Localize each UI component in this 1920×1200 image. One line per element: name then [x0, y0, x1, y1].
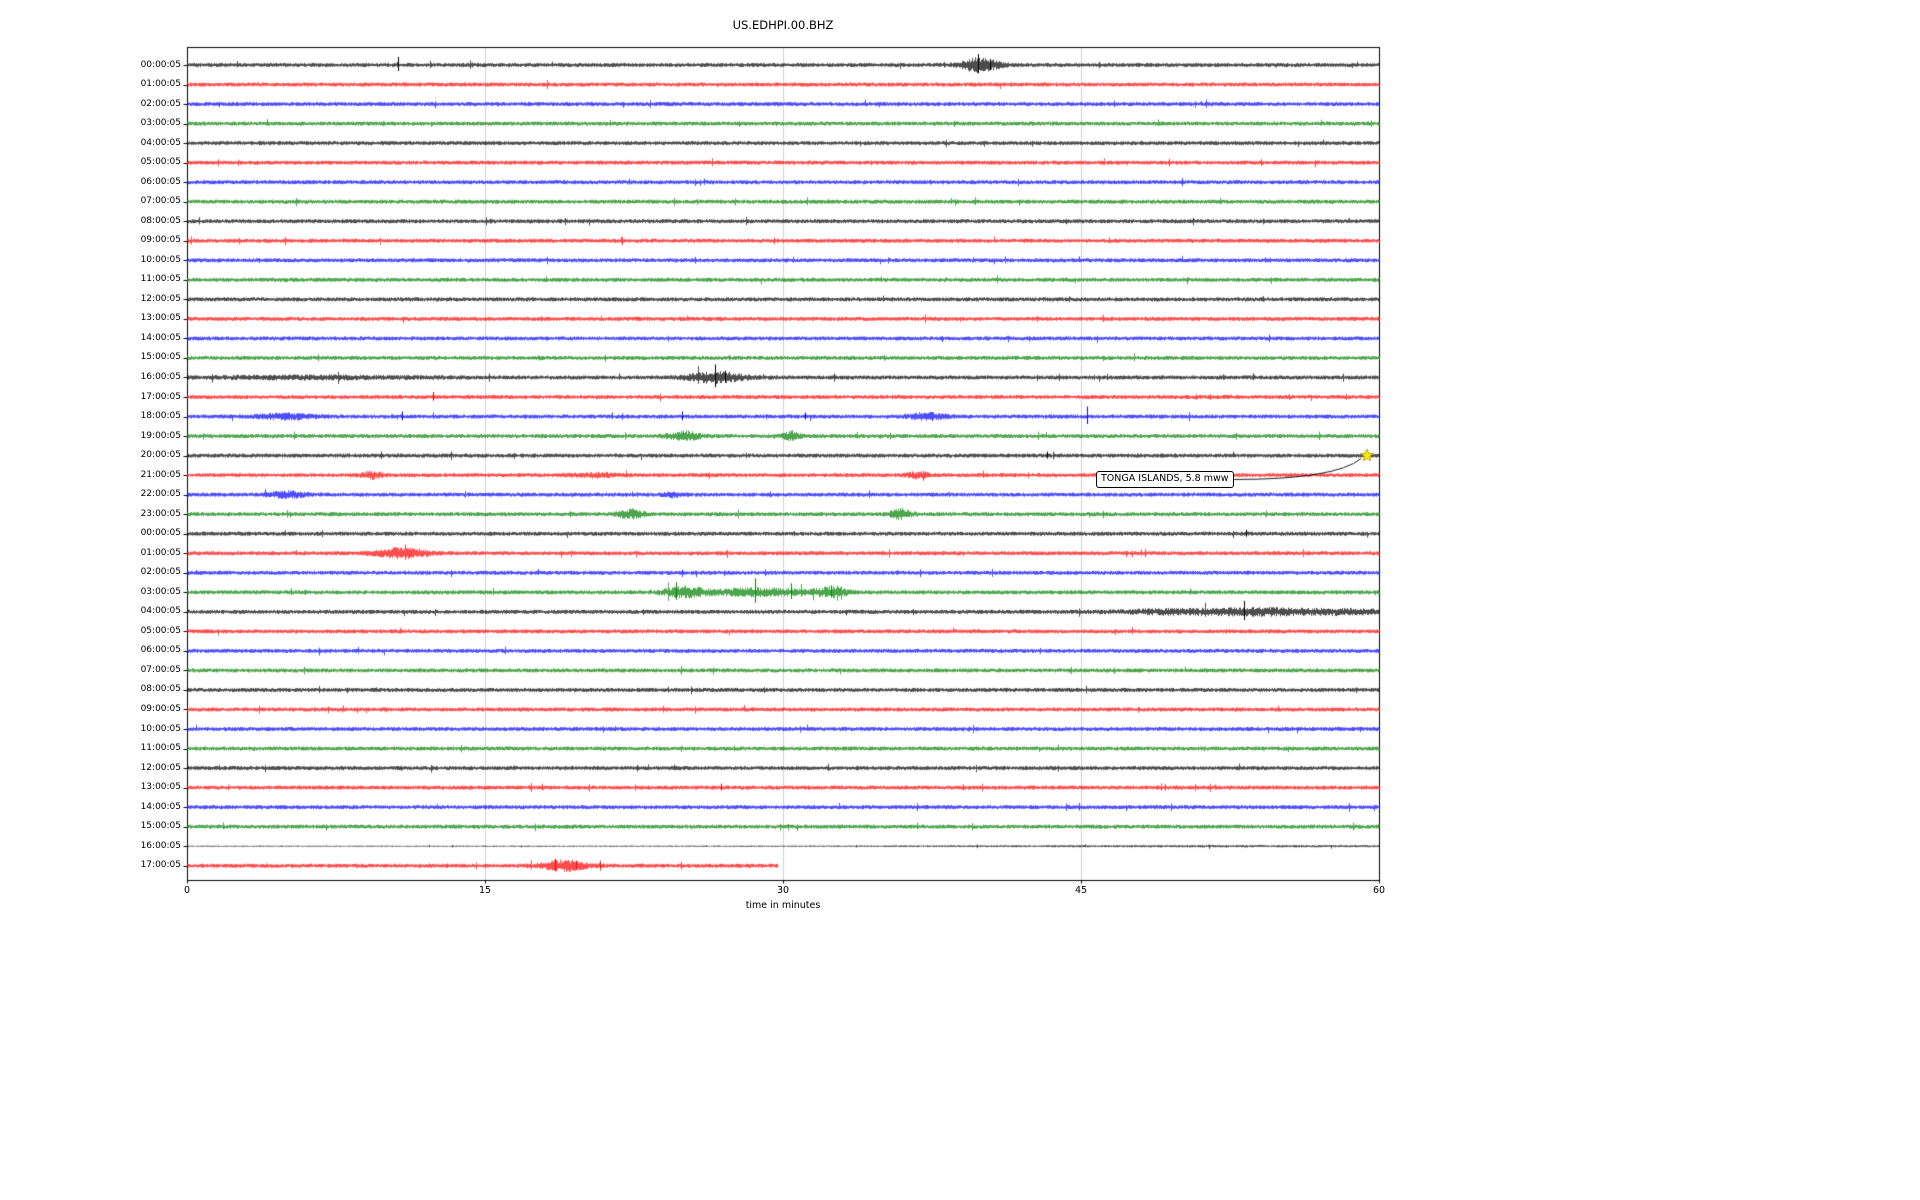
- trace-label: 20:00:05: [140, 450, 181, 461]
- trace-label: 12:00:05: [140, 293, 181, 304]
- trace-label: 01:00:05: [140, 79, 181, 90]
- trace-label: 12:00:05: [140, 762, 181, 773]
- trace-label: 15:00:05: [140, 821, 181, 832]
- trace-label: 14:00:05: [140, 801, 181, 812]
- plot-title: US.EDHPI.00.BHZ: [732, 18, 834, 32]
- trace-label: 00:00:05: [140, 528, 181, 539]
- x-tick-label: 15: [478, 885, 492, 896]
- trace-label: 21:00:05: [140, 469, 181, 480]
- trace-label: 10:00:05: [140, 254, 181, 265]
- trace-label: 17:00:05: [140, 860, 181, 871]
- trace-label: 04:00:05: [140, 606, 181, 617]
- trace-label: 18:00:05: [140, 411, 181, 422]
- trace-label: 06:00:05: [140, 176, 181, 187]
- trace-label: 14:00:05: [140, 332, 181, 343]
- trace-label: 03:00:05: [140, 586, 181, 597]
- trace-label: 09:00:05: [140, 235, 181, 246]
- trace-label: 08:00:05: [140, 215, 181, 226]
- trace-label: 16:00:05: [140, 371, 181, 382]
- trace-label: 11:00:05: [140, 274, 181, 285]
- x-tick-label: 45: [1074, 885, 1088, 896]
- trace-label: 02:00:05: [140, 98, 181, 109]
- trace-label: 08:00:05: [140, 684, 181, 695]
- trace-label: 13:00:05: [140, 782, 181, 793]
- trace-label: 05:00:05: [140, 625, 181, 636]
- trace-label: 02:00:05: [140, 567, 181, 578]
- trace-label: 16:00:05: [140, 840, 181, 851]
- trace-label: 19:00:05: [140, 430, 181, 441]
- trace-label: 04:00:05: [140, 137, 181, 148]
- trace-label: 00:00:05: [140, 59, 181, 70]
- trace-label: 10:00:05: [140, 723, 181, 734]
- trace-label: 23:00:05: [140, 508, 181, 519]
- x-tick-label: 60: [1372, 885, 1386, 896]
- trace-label: 17:00:05: [140, 391, 181, 402]
- trace-label: 13:00:05: [140, 313, 181, 324]
- x-axis-label: time in minutes: [745, 900, 821, 911]
- x-tick-label: 30: [776, 885, 790, 896]
- trace-label: 09:00:05: [140, 703, 181, 714]
- trace-label: 06:00:05: [140, 645, 181, 656]
- trace-label: 11:00:05: [140, 743, 181, 754]
- trace-label: 07:00:05: [140, 664, 181, 675]
- trace-label: 01:00:05: [140, 547, 181, 558]
- trace-label: 07:00:05: [140, 196, 181, 207]
- trace-label: 15:00:05: [140, 352, 181, 363]
- trace-label: 05:00:05: [140, 157, 181, 168]
- x-tick-label: 0: [183, 885, 191, 896]
- trace-label: 22:00:05: [140, 489, 181, 500]
- event-annotation: TONGA ISLANDS, 5.8 mww: [1096, 471, 1234, 488]
- trace-label: 03:00:05: [140, 118, 181, 129]
